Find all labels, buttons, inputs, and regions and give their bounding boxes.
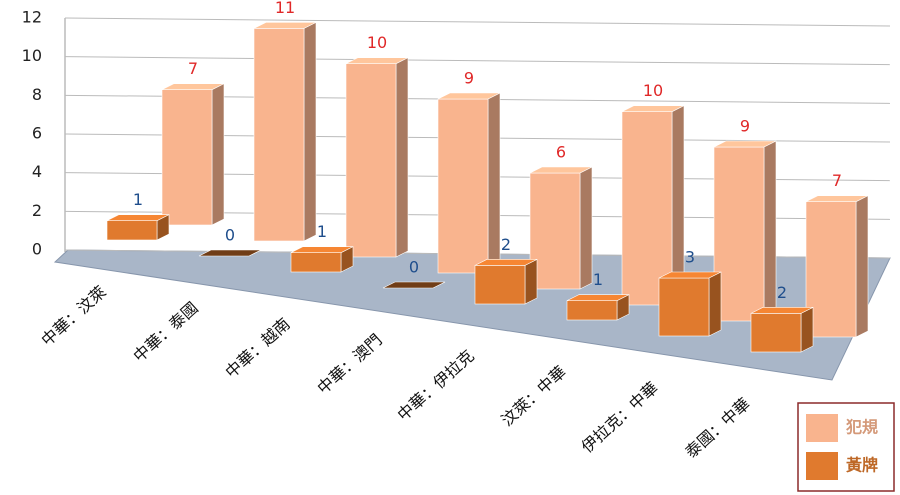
x-tick-label: 中華：伊拉克	[394, 346, 478, 424]
bar-side	[708, 271, 722, 337]
value-label: 2	[501, 235, 511, 254]
bar-side	[763, 140, 777, 322]
value-label: 7	[832, 171, 842, 190]
bar-top	[382, 281, 446, 289]
bar	[474, 265, 526, 305]
x-tick-label: 中華：汶萊	[38, 282, 110, 350]
value-label: 11	[275, 0, 295, 17]
bar-top	[253, 22, 317, 29]
legend-label: 犯規	[845, 418, 878, 437]
bar	[345, 63, 397, 258]
bar-top	[566, 294, 630, 301]
value-label: 10	[367, 33, 387, 52]
value-label: 6	[556, 143, 566, 162]
bar-side	[395, 57, 409, 258]
x-tick-label: 中華：泰國	[130, 298, 202, 366]
bar-top	[437, 92, 501, 100]
y-tick-label: 12	[22, 8, 42, 27]
x-tick-label: 中華：越南	[222, 314, 294, 382]
bar-side	[524, 258, 538, 305]
bar-top	[529, 166, 593, 174]
bar-side	[487, 92, 501, 274]
bar-top	[621, 105, 685, 112]
bar-side	[211, 83, 225, 226]
bar-top	[750, 307, 814, 314]
bar	[621, 111, 673, 306]
x-tick-label: 中華：澳門	[314, 330, 386, 398]
y-tick-label: 2	[32, 201, 42, 220]
value-label: 9	[464, 69, 474, 88]
y-tick-label: 10	[22, 46, 42, 65]
bar-top	[345, 57, 409, 64]
x-tick-label: 伊拉克：中華	[578, 378, 662, 456]
bar	[805, 201, 857, 338]
grid-line	[64, 56, 891, 66]
bar	[290, 252, 342, 273]
bar	[253, 28, 305, 242]
bar-top	[106, 214, 170, 221]
bar	[437, 98, 489, 274]
bar-top	[290, 246, 354, 253]
value-label: 3	[685, 248, 695, 267]
value-label: 9	[740, 117, 750, 136]
bar-side	[800, 306, 814, 353]
bar	[750, 313, 802, 353]
grid-line	[64, 17, 891, 27]
legend-swatch	[806, 452, 838, 480]
bar-top	[474, 259, 538, 266]
y-tick-label: 0	[32, 240, 42, 259]
value-label: 0	[409, 258, 419, 277]
bar	[566, 300, 618, 321]
bar-side	[579, 166, 593, 290]
bar	[106, 220, 158, 241]
bar	[658, 277, 710, 337]
bar-top	[658, 271, 722, 279]
x-tick-label: 泰國：中華	[682, 394, 754, 462]
bar-side	[855, 195, 869, 338]
value-label: 7	[188, 59, 198, 78]
value-label: 1	[133, 190, 143, 209]
value-label: 2	[777, 283, 787, 302]
bar-top	[713, 140, 777, 148]
bar-side	[303, 21, 317, 242]
value-label: 10	[643, 81, 663, 100]
bar-top	[161, 83, 225, 90]
y-tick-label: 4	[32, 162, 42, 181]
bar	[161, 89, 213, 226]
bar	[529, 172, 581, 290]
bar	[713, 146, 765, 322]
bar-top	[198, 249, 262, 257]
value-label: 0	[225, 226, 235, 245]
bar-top	[805, 195, 869, 202]
y-tick-label: 8	[32, 85, 42, 104]
value-label: 1	[593, 270, 603, 289]
x-tick-label: 汶萊：中華	[498, 362, 570, 430]
value-label: 1	[317, 222, 327, 241]
legend-label: 黃牌	[845, 456, 878, 475]
legend-swatch	[806, 414, 838, 442]
y-tick-label: 6	[32, 124, 42, 143]
